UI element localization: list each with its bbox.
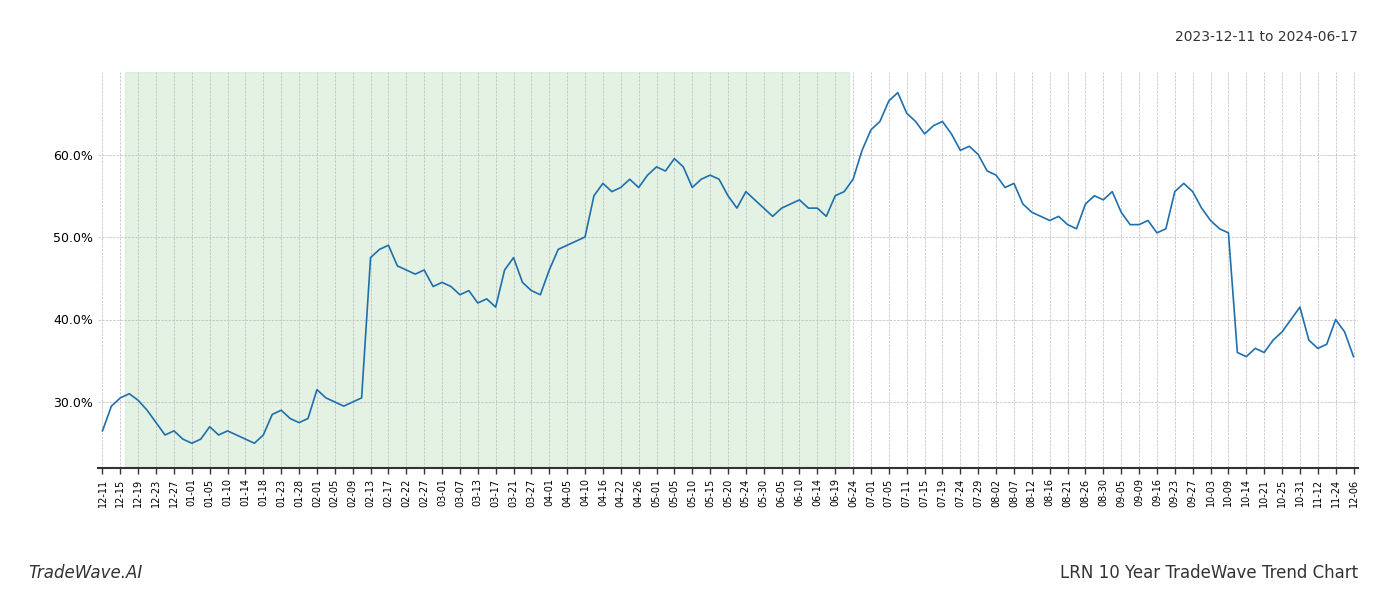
Text: LRN 10 Year TradeWave Trend Chart: LRN 10 Year TradeWave Trend Chart: [1060, 564, 1358, 582]
Bar: [125, 72, 848, 468]
Text: 2023-12-11 to 2024-06-17: 2023-12-11 to 2024-06-17: [1175, 30, 1358, 44]
Text: TradeWave.AI: TradeWave.AI: [28, 564, 143, 582]
